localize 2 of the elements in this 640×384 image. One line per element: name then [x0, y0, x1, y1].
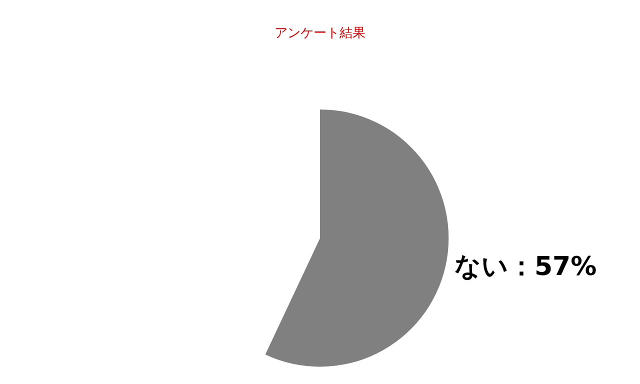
chart-title: アンケート結果	[274, 26, 366, 41]
slice-label: ない：57%	[454, 252, 597, 282]
